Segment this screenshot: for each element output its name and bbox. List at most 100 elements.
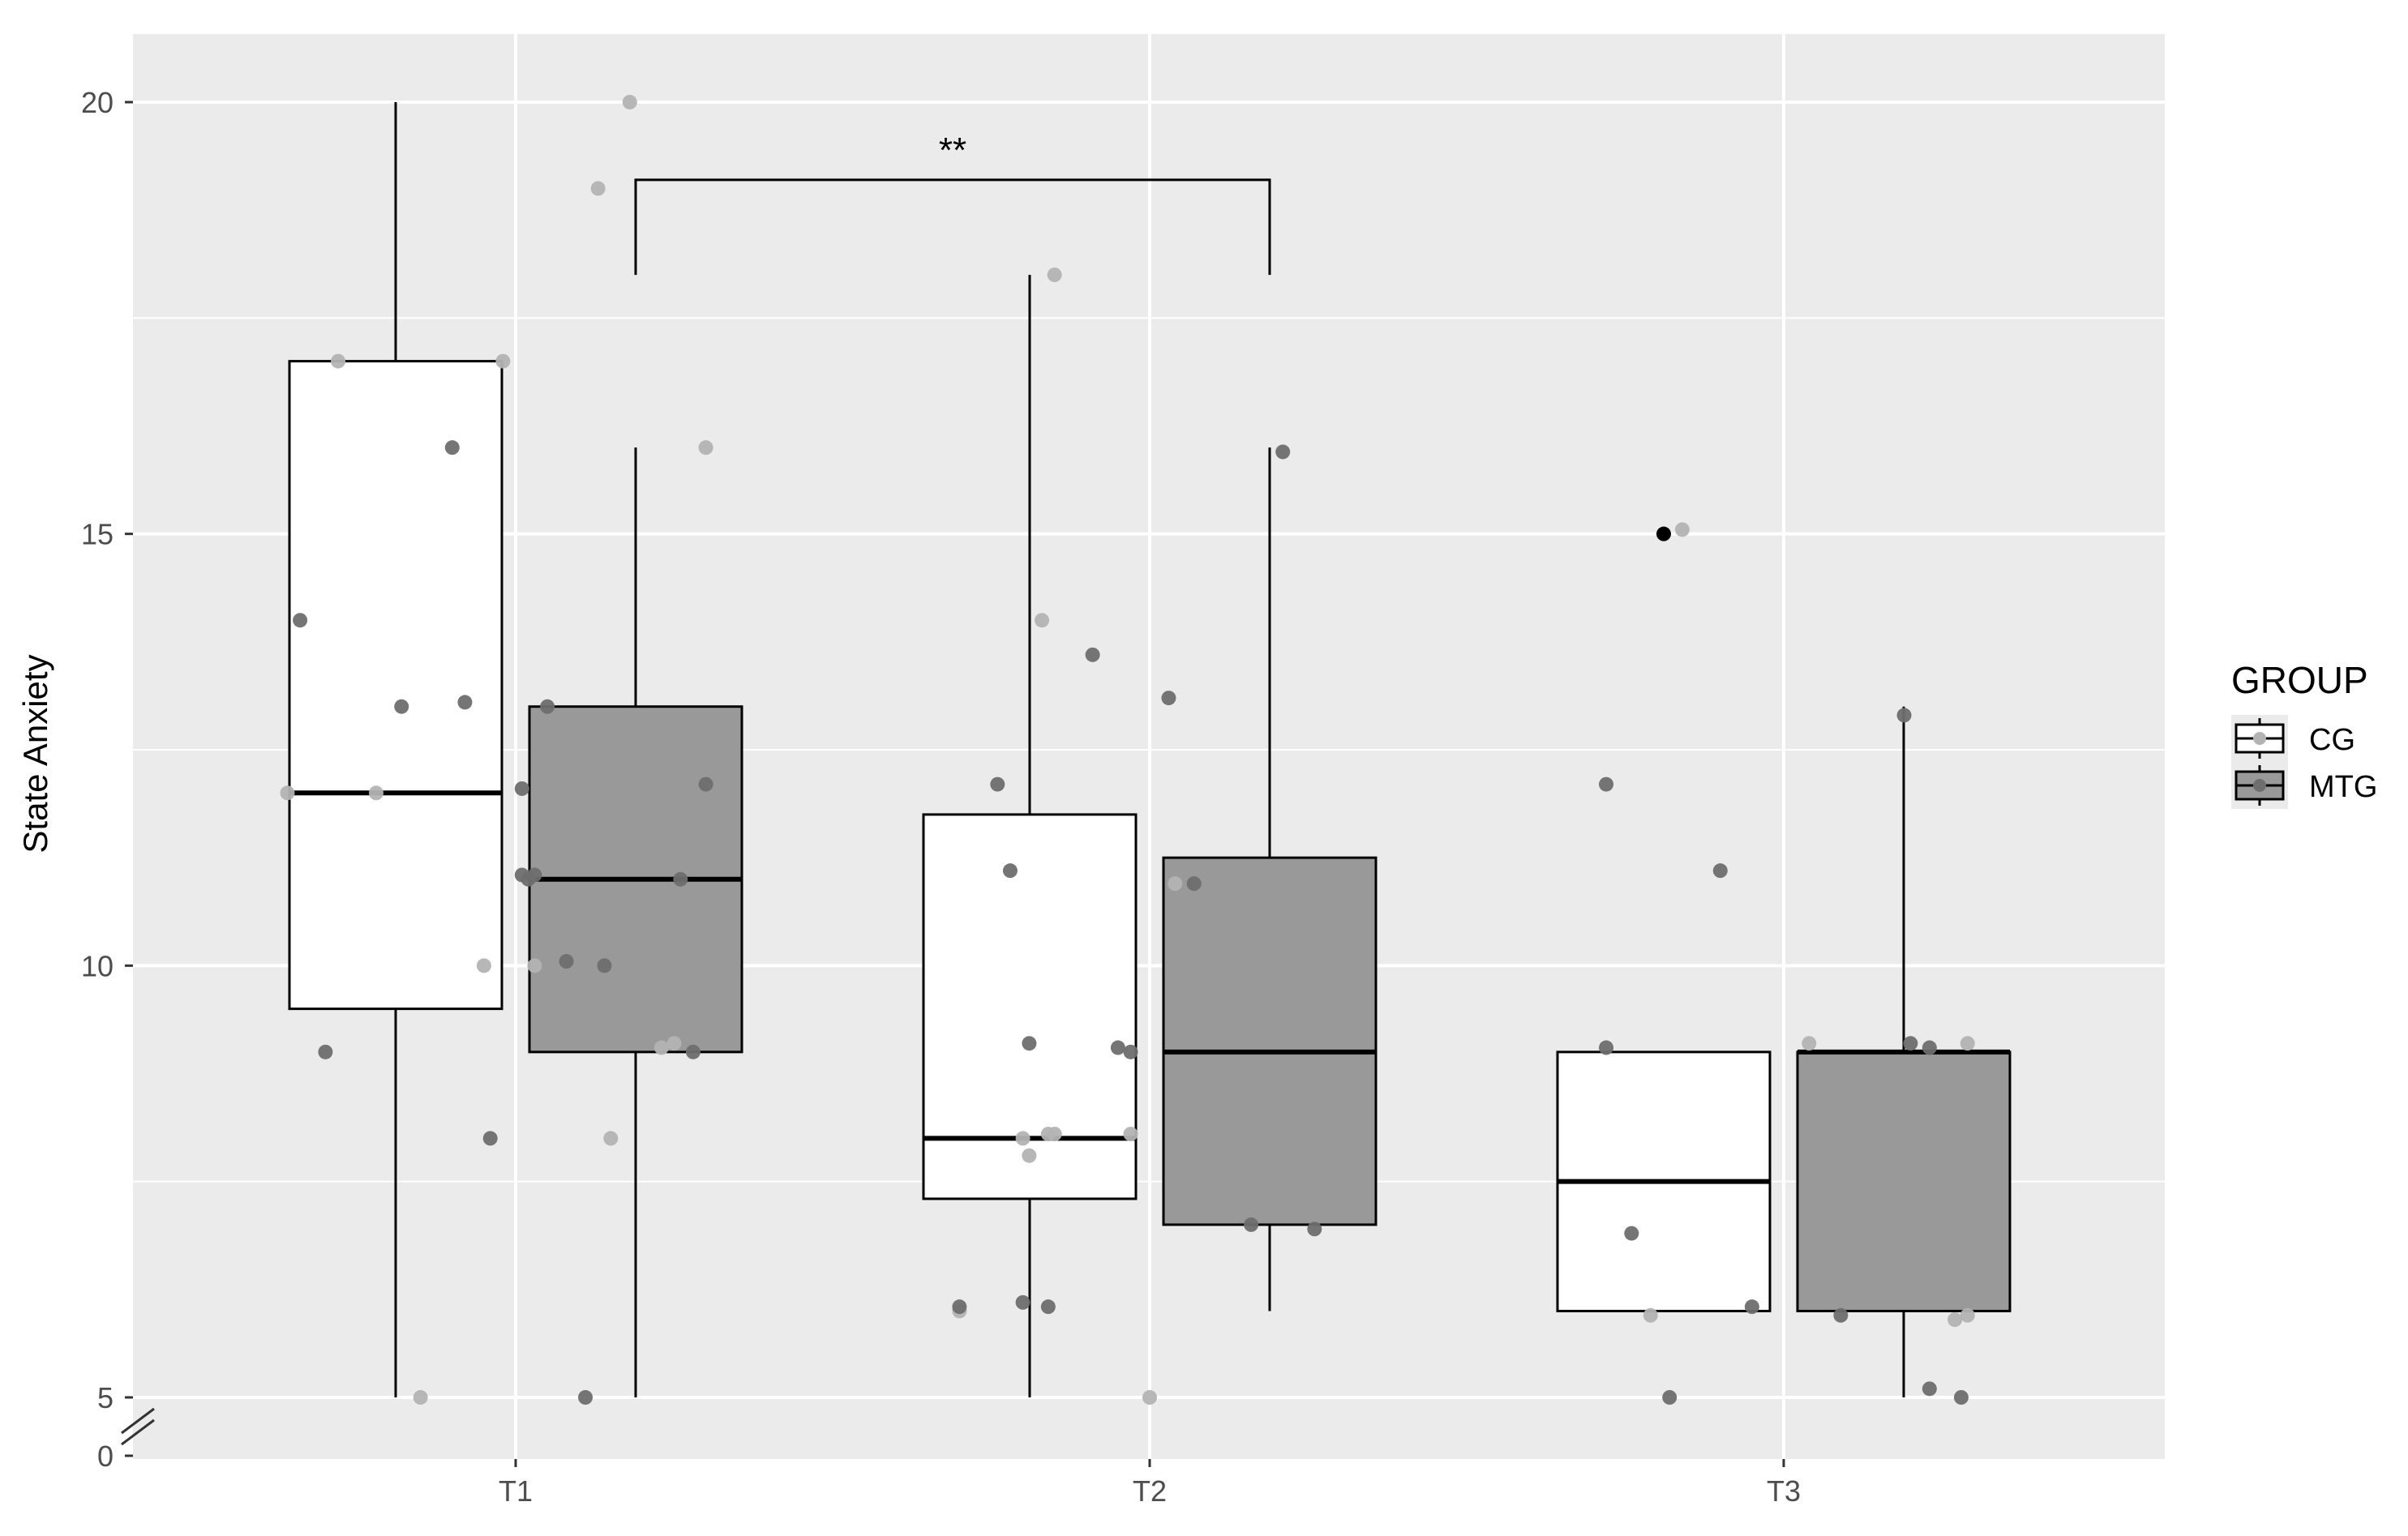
y-axis-title: State Anxiety bbox=[16, 654, 54, 853]
jitter-point bbox=[280, 785, 295, 801]
jitter-point bbox=[698, 440, 713, 456]
jitter-point bbox=[1674, 522, 1690, 537]
jitter-point bbox=[527, 867, 542, 883]
jitter-point bbox=[1903, 1036, 1918, 1051]
jitter-point bbox=[1015, 1294, 1030, 1310]
jitter-point bbox=[1110, 1040, 1125, 1055]
jitter-point bbox=[990, 777, 1005, 792]
jitter-point bbox=[1599, 777, 1614, 792]
legend-key-point bbox=[2253, 732, 2266, 745]
jitter-point bbox=[603, 1131, 619, 1146]
jitter-point bbox=[1085, 647, 1100, 662]
jitter-point bbox=[1186, 876, 1202, 892]
jitter-point bbox=[1662, 1390, 1677, 1405]
jitter-point bbox=[318, 1044, 333, 1059]
jitter-point bbox=[1599, 1040, 1614, 1055]
jitter-points-layer bbox=[280, 95, 1975, 1405]
jitter-point bbox=[293, 613, 308, 628]
legend-layer: GROUP CG MTG bbox=[2231, 659, 2377, 809]
axes-layer: 0 5 10 15 20 T1 T2 T3 State Anxiety bbox=[16, 86, 1801, 1508]
jitter-point bbox=[540, 699, 555, 714]
boxes-layer bbox=[288, 102, 2012, 1397]
jitter-point bbox=[1953, 1390, 1969, 1405]
jitter-point bbox=[514, 781, 529, 796]
jitter-point bbox=[1643, 1307, 1658, 1323]
y-tick-label: 20 bbox=[81, 86, 114, 119]
jitter-point bbox=[1960, 1307, 1975, 1323]
grid-lines bbox=[133, 34, 2165, 1459]
jitter-point bbox=[1802, 1036, 1817, 1051]
jitter-point bbox=[476, 958, 491, 973]
y-tick-label: 0 bbox=[97, 1440, 114, 1473]
significance-bracket bbox=[634, 178, 1271, 276]
axis-break-mark bbox=[121, 1407, 155, 1435]
jitter-point bbox=[1307, 1222, 1322, 1237]
jitter-point bbox=[559, 954, 574, 969]
jitter-point bbox=[1624, 1226, 1639, 1241]
x-tick-label: T2 bbox=[1133, 1474, 1167, 1508]
jitter-point bbox=[1123, 1044, 1138, 1059]
jitter-point bbox=[1744, 1299, 1759, 1315]
legend-key-point bbox=[2253, 779, 2266, 792]
x-tick-label: T1 bbox=[499, 1474, 533, 1508]
box-mtg-t3 bbox=[1796, 1050, 2012, 1312]
jitter-point bbox=[368, 785, 383, 801]
jitter-point bbox=[1275, 444, 1291, 460]
jitter-point bbox=[1142, 1390, 1157, 1405]
jitter-point bbox=[1040, 1299, 1056, 1315]
jitter-point bbox=[482, 1131, 498, 1146]
jitter-point bbox=[1047, 267, 1062, 283]
jitter-point bbox=[952, 1299, 967, 1315]
jitter-point bbox=[1244, 1217, 1259, 1232]
jitter-point bbox=[578, 1390, 593, 1405]
jitter-point bbox=[1035, 613, 1050, 628]
y-tick-label: 5 bbox=[97, 1381, 114, 1414]
legend-entry-label: MTG bbox=[2309, 770, 2377, 804]
jitter-point bbox=[394, 699, 409, 714]
jitter-point bbox=[1833, 1307, 1849, 1323]
jitter-point bbox=[666, 1036, 682, 1051]
legend-entry-label: CG bbox=[2309, 723, 2355, 757]
jitter-point bbox=[1922, 1381, 1937, 1397]
jitter-point bbox=[514, 867, 529, 883]
jitter-point bbox=[1022, 1036, 1037, 1051]
box-cg-t1 bbox=[288, 360, 503, 1011]
jitter-point bbox=[653, 1040, 669, 1055]
jitter-point bbox=[1123, 1127, 1138, 1142]
axis-break-mark bbox=[121, 1418, 155, 1446]
jitter-point bbox=[1712, 863, 1728, 879]
jitter-point bbox=[1002, 863, 1018, 879]
jitter-point bbox=[698, 777, 713, 792]
jitter-point bbox=[1161, 691, 1176, 706]
significance-label: ** bbox=[939, 130, 966, 170]
x-tick-label: T3 bbox=[1767, 1474, 1801, 1508]
legend-title: GROUP bbox=[2231, 659, 2368, 701]
jitter-point bbox=[331, 353, 346, 369]
jitter-point bbox=[1047, 1127, 1062, 1142]
y-tick-label: 15 bbox=[81, 518, 114, 551]
jitter-point bbox=[685, 1044, 701, 1059]
jitter-point bbox=[457, 695, 473, 710]
jitter-point bbox=[1947, 1312, 1963, 1328]
box-cg-t2 bbox=[922, 813, 1138, 1200]
jitter-point bbox=[1168, 876, 1183, 892]
jitter-point bbox=[1960, 1036, 1975, 1051]
jitter-point bbox=[413, 1390, 428, 1405]
jitter-point bbox=[1015, 1131, 1030, 1146]
y-tick-label: 10 bbox=[81, 949, 114, 982]
jitter-point bbox=[1922, 1040, 1937, 1055]
jitter-point bbox=[444, 440, 460, 456]
box-mtg-t2 bbox=[1162, 856, 1378, 1226]
jitter-point bbox=[495, 353, 511, 369]
outlier-point bbox=[1656, 526, 1671, 541]
annotation-layer: ** bbox=[634, 130, 1271, 276]
jitter-point bbox=[590, 181, 606, 196]
jitter-point bbox=[622, 95, 637, 109]
jitter-point bbox=[673, 871, 688, 887]
jitter-point bbox=[1022, 1148, 1037, 1163]
jitter-point bbox=[1896, 708, 1912, 723]
jitter-point bbox=[527, 958, 542, 973]
jitter-point bbox=[597, 958, 612, 973]
